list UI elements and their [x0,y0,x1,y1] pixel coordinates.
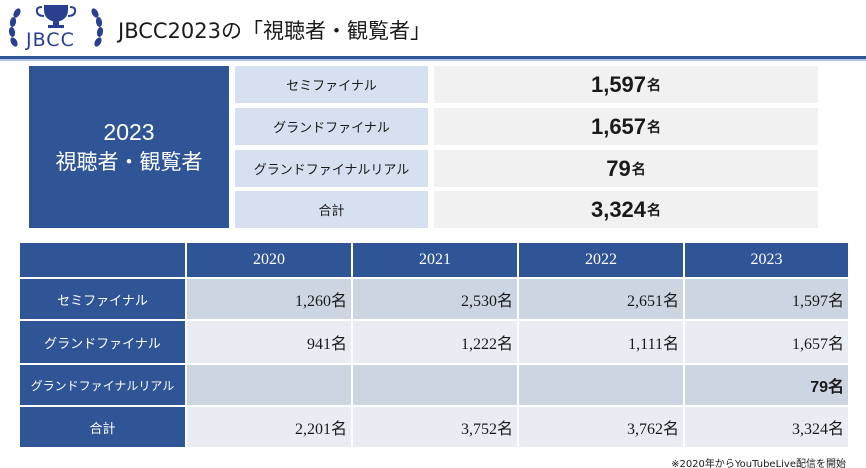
table-cell [353,365,517,405]
summary-row-value: 1,657 名 [434,108,818,145]
table-cell: 3,762名 [519,407,683,447]
summary-label: 視聴者・観覧者 [55,150,203,174]
table-cell: 2,530名 [353,279,517,319]
page-title: JBCC2023の「視聴者・観覧者」 [118,19,431,43]
summary-row-value: 3,324 名 [434,191,818,228]
table-cell: 3,752名 [353,407,517,447]
table-cell: 3,324名 [685,407,848,447]
header-divider [0,56,866,59]
jbcc-logo: JBCC [4,2,108,54]
logo-text: JBCC [26,29,75,51]
table-cell: 1,260名 [187,279,351,319]
summary-title-box: 2023 視聴者・観覧者 [29,66,229,228]
summary-row-value: 1,597 名 [434,66,818,103]
table-column-header: 2022 [519,243,683,277]
summary-row-label: 合計 [235,191,428,228]
summary-row-label: グランドファイナルリアル [235,150,428,187]
table-row-header: セミファイナル [20,279,185,319]
trophy-laurel-icon [8,5,104,47]
table-cell: 79名 [685,365,848,405]
header: JBCC JBCC2023の「視聴者・観覧者」 [0,0,866,62]
header-divider-accent [0,59,866,61]
table-cell: 941名 [187,321,351,363]
table-cell: 1,657名 [685,321,848,363]
table-cell: 2,651名 [519,279,683,319]
table-cell: 1,597名 [685,279,848,319]
summary-row-label: セミファイナル [235,66,428,103]
table-row-header: グランドファイナルリアル [20,365,185,405]
table-column-header: 2020 [187,243,351,277]
table-cell [187,365,351,405]
table-cell [519,365,683,405]
summary-row-label: グランドファイナル [235,108,428,145]
table-column-header: 2021 [353,243,517,277]
footnote: ※2020年からYouTubeLive配信を開始 [671,459,846,468]
summary-year: 2023 [103,119,155,145]
table-cell: 1,111名 [519,321,683,363]
table-cell: 2,201名 [187,407,351,447]
summary-row-value: 79 名 [434,150,818,187]
table-row-header: 合計 [20,407,185,447]
table-column-header: 2023 [685,243,848,277]
table-corner-cell [20,243,185,277]
table-row-header: グランドファイナル [20,321,185,363]
table-cell: 1,222名 [353,321,517,363]
